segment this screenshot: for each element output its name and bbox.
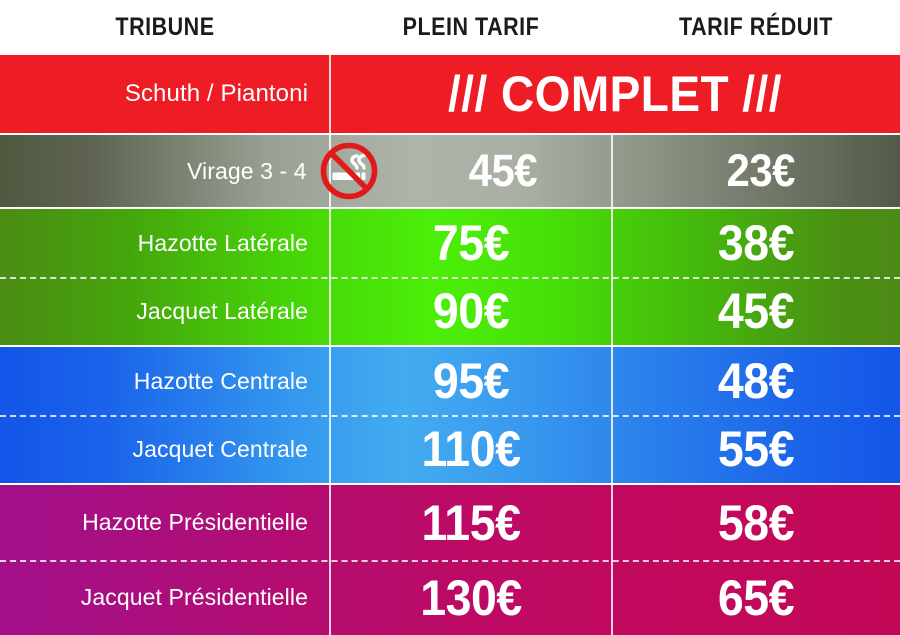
block-schuth-piantoni: Schuth / Piantoni /// COMPLET /// (0, 55, 900, 133)
block-laterale: Hazotte Latérale 75€ 38€ Jacquet Latéral… (0, 207, 900, 345)
tribune-label: Jacquet Latérale (136, 297, 308, 324)
price-plein-tarif: 95€ (432, 353, 510, 409)
price-tarif-reduit: 45€ (717, 283, 795, 339)
price-tarif-reduit: 23€ (726, 145, 795, 196)
tribune-label: Jacquet Centrale (132, 435, 308, 462)
table-row[interactable]: Hazotte Centrale 95€ 48€ (0, 347, 900, 415)
price-tarif-reduit: 58€ (717, 494, 795, 551)
block-virage: Virage 3 - 4 45€ 23€ (0, 133, 900, 207)
table-row[interactable]: Jacquet Présidentielle 130€ 65€ (0, 560, 900, 635)
table-row[interactable]: Hazotte Présidentielle 115€ 58€ (0, 485, 900, 560)
column-header-tarif-reduit: TARIF RÉDUIT (679, 13, 833, 41)
price-plein-tarif: 75€ (432, 215, 510, 271)
tribune-label: Hazotte Centrale (133, 367, 308, 394)
price-plein-tarif: 110€ (421, 421, 521, 477)
price-plein-tarif: 115€ (421, 494, 521, 551)
table-row[interactable]: Jacquet Latérale 90€ 45€ (0, 277, 900, 345)
table-row[interactable]: Jacquet Centrale 110€ 55€ (0, 415, 900, 483)
price-plein-tarif: 45€ (468, 145, 537, 196)
no-smoking-icon (317, 139, 381, 203)
block-presidentielle: Hazotte Présidentielle 115€ 58€ Jacquet … (0, 483, 900, 635)
tribune-label: Virage 3 - 4 (186, 157, 307, 184)
status-badge-complet: /// COMPLET /// (447, 66, 783, 122)
table-header-row: TRIBUNE PLEIN TARIF TARIF RÉDUIT (0, 0, 900, 55)
tribune-label: Jacquet Présidentielle (80, 584, 308, 610)
tribune-label: Hazotte Latérale (137, 229, 308, 256)
price-tarif-reduit: 48€ (717, 353, 795, 409)
price-plein-tarif: 130€ (420, 569, 522, 626)
price-tarif-reduit: 38€ (717, 215, 795, 271)
table-row[interactable]: Hazotte Latérale 75€ 38€ (0, 209, 900, 277)
tribune-label: Hazotte Présidentielle (82, 509, 308, 535)
price-plein-tarif: 90€ (432, 283, 510, 339)
column-header-tribune: TRIBUNE (115, 13, 215, 41)
tribune-label: Schuth / Piantoni (124, 80, 308, 107)
price-tarif-reduit: 55€ (717, 421, 795, 477)
price-tarif-reduit: 65€ (717, 569, 795, 626)
table-row[interactable]: Virage 3 - 4 45€ 23€ (0, 135, 900, 207)
block-centrale: Hazotte Centrale 95€ 48€ Jacquet Central… (0, 345, 900, 483)
table-row[interactable]: Schuth / Piantoni /// COMPLET /// (0, 55, 900, 133)
column-header-plein-tarif: PLEIN TARIF (402, 13, 540, 41)
